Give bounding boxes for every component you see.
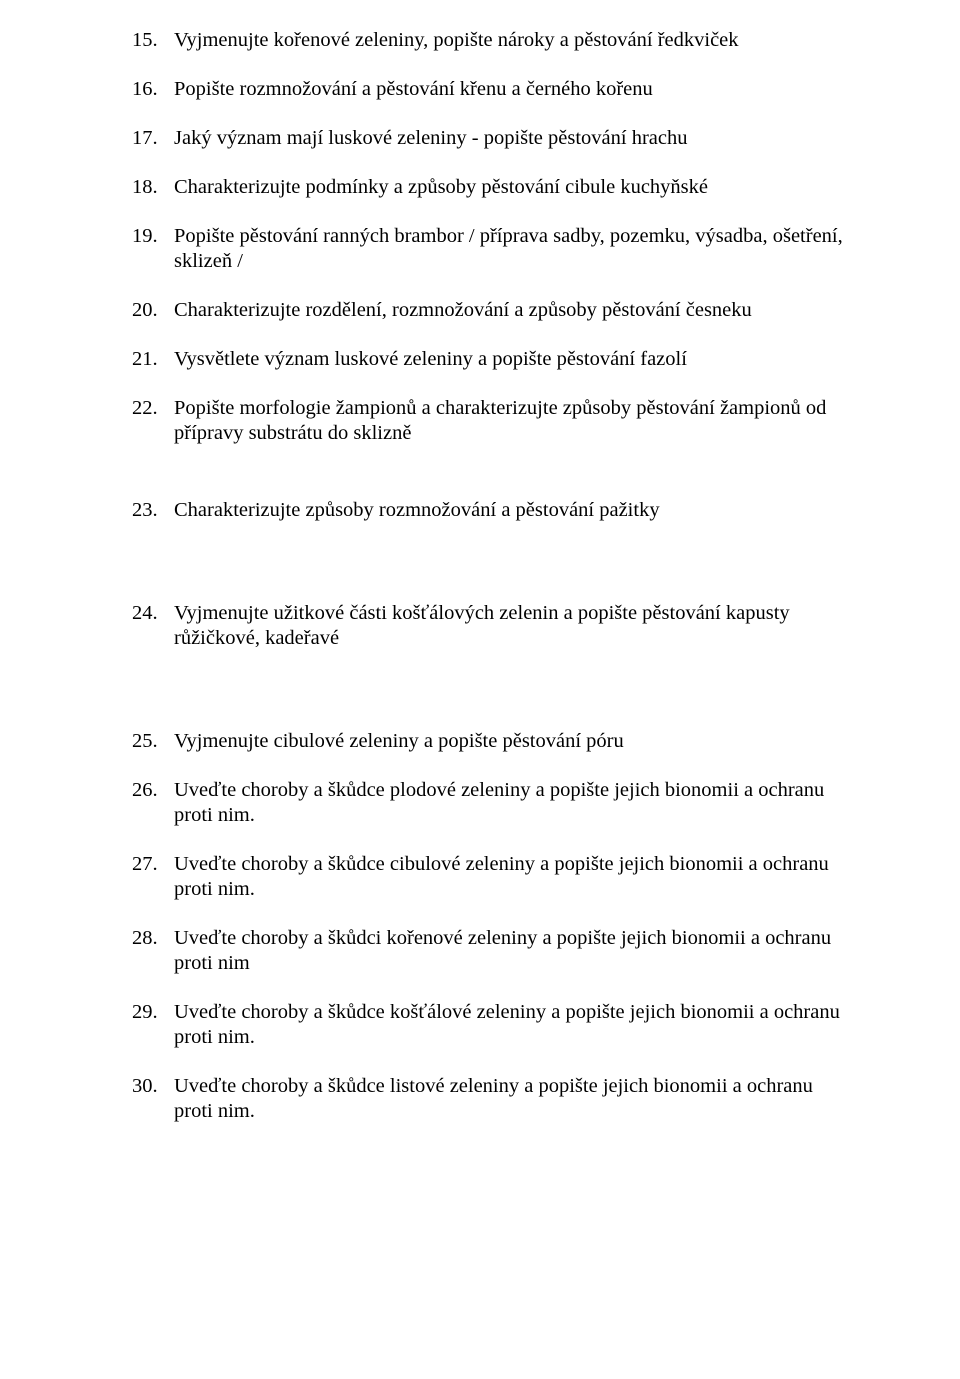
item-text: Uveďte choroby a škůdce košťálové zeleni…	[174, 1000, 848, 1050]
item-text: Charakterizujte podmínky a způsoby pěsto…	[174, 175, 848, 200]
item-text: Uveďte choroby a škůdce listové zeleniny…	[174, 1074, 848, 1124]
list-item: 20.Charakterizujte rozdělení, rozmnožová…	[132, 298, 848, 323]
item-number: 15.	[132, 28, 174, 53]
list-item: 26.Uveďte choroby a škůdce plodové zelen…	[132, 778, 848, 828]
item-number: 18.	[132, 175, 174, 200]
list-item: 22.Popište morfologie žampionů a charakt…	[132, 396, 848, 446]
item-number: 30.	[132, 1074, 174, 1099]
list-item: 19.Popište pěstování ranných brambor / p…	[132, 224, 848, 274]
item-text: Vyjmenujte cibulové zeleniny a popište p…	[174, 729, 848, 754]
item-text: Charakterizujte způsoby rozmnožování a p…	[174, 498, 848, 523]
item-number: 20.	[132, 298, 174, 323]
list-item: 27.Uveďte choroby a škůdce cibulové zele…	[132, 852, 848, 902]
list-item: 23.Charakterizujte způsoby rozmnožování …	[132, 498, 848, 523]
list-item: 18.Charakterizujte podmínky a způsoby pě…	[132, 175, 848, 200]
item-text: Popište rozmnožování a pěstování křenu a…	[174, 77, 848, 102]
item-text: Charakterizujte rozdělení, rozmnožování …	[174, 298, 848, 323]
list-item: 15.Vyjmenujte kořenové zeleniny, popište…	[132, 28, 848, 53]
item-number: 29.	[132, 1000, 174, 1025]
list-item: 17.Jaký význam mají luskové zeleniny - p…	[132, 126, 848, 151]
item-number: 19.	[132, 224, 174, 249]
document-page: 15.Vyjmenujte kořenové zeleniny, popište…	[0, 0, 960, 1379]
list-item: 29.Uveďte choroby a škůdce košťálové zel…	[132, 1000, 848, 1050]
item-text: Vyjmenujte kořenové zeleniny, popište ná…	[174, 28, 848, 53]
item-text: Uveďte choroby a škůdci kořenové zelenin…	[174, 926, 848, 976]
item-text: Popište morfologie žampionů a charakteri…	[174, 396, 848, 446]
item-text: Vyjmenujte užitkové části košťálových ze…	[174, 601, 848, 651]
item-number: 23.	[132, 498, 174, 523]
list-item: 25.Vyjmenujte cibulové zeleniny a popišt…	[132, 729, 848, 754]
item-text: Popište pěstování ranných brambor / příp…	[174, 224, 848, 274]
item-number: 25.	[132, 729, 174, 754]
item-text: Vysvětlete význam luskové zeleniny a pop…	[174, 347, 848, 372]
item-number: 17.	[132, 126, 174, 151]
list-item: 16.Popište rozmnožování a pěstování křen…	[132, 77, 848, 102]
item-number: 16.	[132, 77, 174, 102]
list-item: 24.Vyjmenujte užitkové části košťálových…	[132, 601, 848, 651]
item-number: 22.	[132, 396, 174, 421]
item-text: Uveďte choroby a škůdce cibulové zelenin…	[174, 852, 848, 902]
list-item: 28.Uveďte choroby a škůdci kořenové zele…	[132, 926, 848, 976]
item-number: 26.	[132, 778, 174, 803]
list-item: 21.Vysvětlete význam luskové zeleniny a …	[132, 347, 848, 372]
item-text: Jaký význam mají luskové zeleniny - popi…	[174, 126, 848, 151]
list-item: 30. Uveďte choroby a škůdce listové zele…	[132, 1074, 848, 1124]
item-text: Uveďte choroby a škůdce plodové zeleniny…	[174, 778, 848, 828]
item-number: 27.	[132, 852, 174, 877]
item-number: 21.	[132, 347, 174, 372]
item-number: 28.	[132, 926, 174, 951]
item-number: 24.	[132, 601, 174, 626]
